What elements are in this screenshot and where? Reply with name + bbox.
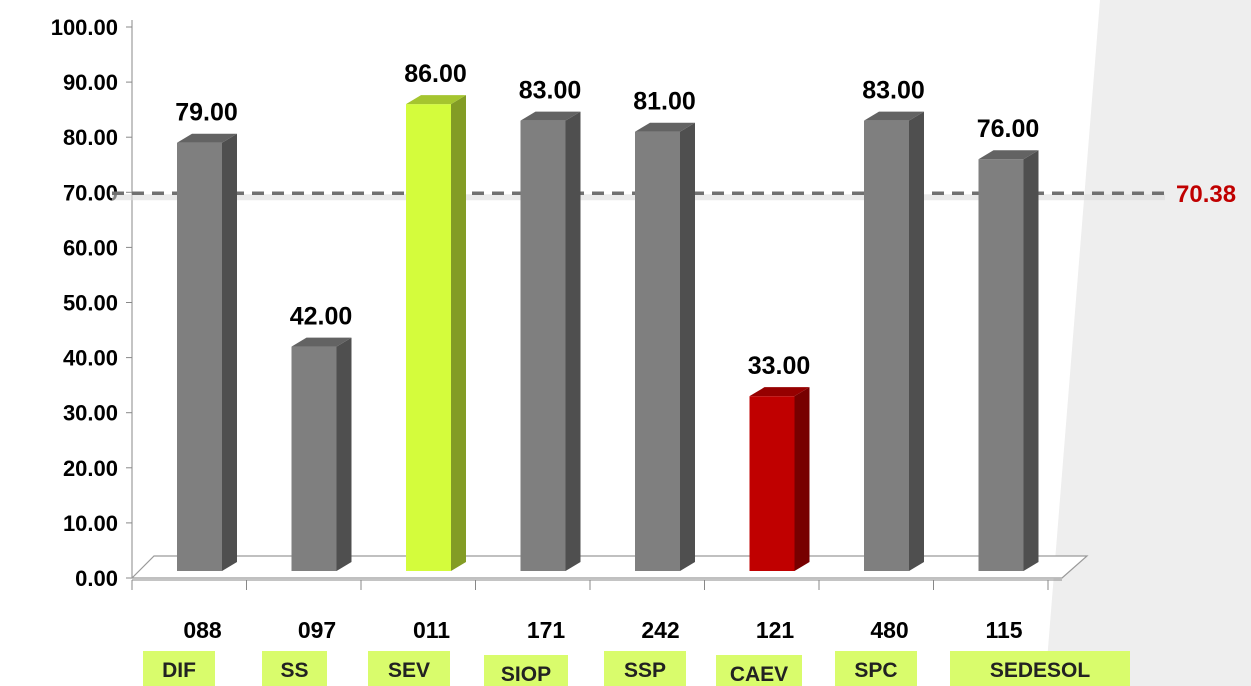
category-box <box>368 651 450 686</box>
category-code: 088 <box>183 617 222 643</box>
y-tick-label: 70.00 <box>63 180 118 205</box>
category-name: SIOP <box>501 663 551 686</box>
category-box <box>716 655 802 686</box>
category-box <box>604 651 686 686</box>
y-tick-label: 30.00 <box>63 401 118 426</box>
bar-side <box>909 111 924 572</box>
bar-top <box>406 95 466 105</box>
category-box <box>835 651 917 686</box>
category-name: CAEV <box>730 663 788 686</box>
bar-side <box>565 111 581 572</box>
bar <box>749 396 795 571</box>
data-label: 83.00 <box>862 77 925 105</box>
y-tick-label: 20.00 <box>63 456 118 481</box>
y-tick-label: 40.00 <box>63 346 118 371</box>
category-code: 480 <box>870 617 908 643</box>
category-code: 011 <box>413 617 450 643</box>
chart-floor <box>130 555 1089 579</box>
bar-top <box>635 122 695 132</box>
data-label: 81.00 <box>633 88 696 116</box>
bar-side <box>451 95 466 571</box>
y-tick-label: 60.00 <box>63 235 118 260</box>
bar <box>520 120 566 572</box>
category-code: 115 <box>985 617 1022 643</box>
bar <box>978 159 1024 572</box>
category-name: SPC <box>854 659 897 682</box>
y-tick-label: 50.00 <box>63 291 118 316</box>
bar-top <box>291 337 352 347</box>
bar-top <box>177 133 237 143</box>
bar <box>635 131 680 571</box>
y-tick-label: 0.00 <box>75 566 118 591</box>
bar-top <box>749 387 810 397</box>
category-box <box>950 651 1130 686</box>
category-name: DIF <box>162 659 196 682</box>
bar-top <box>864 111 924 121</box>
reference-line-label: 70.38 <box>1176 181 1236 208</box>
category-code: 097 <box>298 617 336 643</box>
bar-top <box>978 150 1039 160</box>
bar-side <box>794 387 810 571</box>
category-box <box>143 651 215 686</box>
category-code: 242 <box>641 617 679 643</box>
y-tick-label: 80.00 <box>63 125 118 150</box>
bar-side <box>336 337 352 571</box>
bar-side <box>1023 150 1039 572</box>
bar <box>406 104 451 571</box>
category-box <box>484 655 568 686</box>
category-box <box>262 651 327 686</box>
category-code: 121 <box>756 617 795 643</box>
bar <box>864 120 909 572</box>
bar-top <box>520 111 581 121</box>
category-name: SEV <box>388 659 430 682</box>
background-panel <box>1045 0 1251 686</box>
y-tick-label: 90.00 <box>63 70 118 95</box>
bar <box>291 346 337 571</box>
data-label: 86.00 <box>404 60 467 88</box>
category-name: SEDESOL <box>990 659 1091 682</box>
data-label: 83.00 <box>519 77 582 105</box>
bar-side <box>222 133 237 571</box>
data-label: 76.00 <box>977 115 1040 143</box>
category-name: SSP <box>624 659 666 682</box>
bar-side <box>680 122 695 571</box>
category-code: 171 <box>527 617 566 643</box>
data-label: 33.00 <box>748 352 811 380</box>
category-name: SS <box>280 659 308 682</box>
y-tick-label: 10.00 <box>63 511 118 536</box>
bar <box>177 142 222 571</box>
y-tick-label: 100.00 <box>51 15 118 40</box>
data-label: 79.00 <box>175 99 238 127</box>
data-label: 42.00 <box>290 303 353 331</box>
